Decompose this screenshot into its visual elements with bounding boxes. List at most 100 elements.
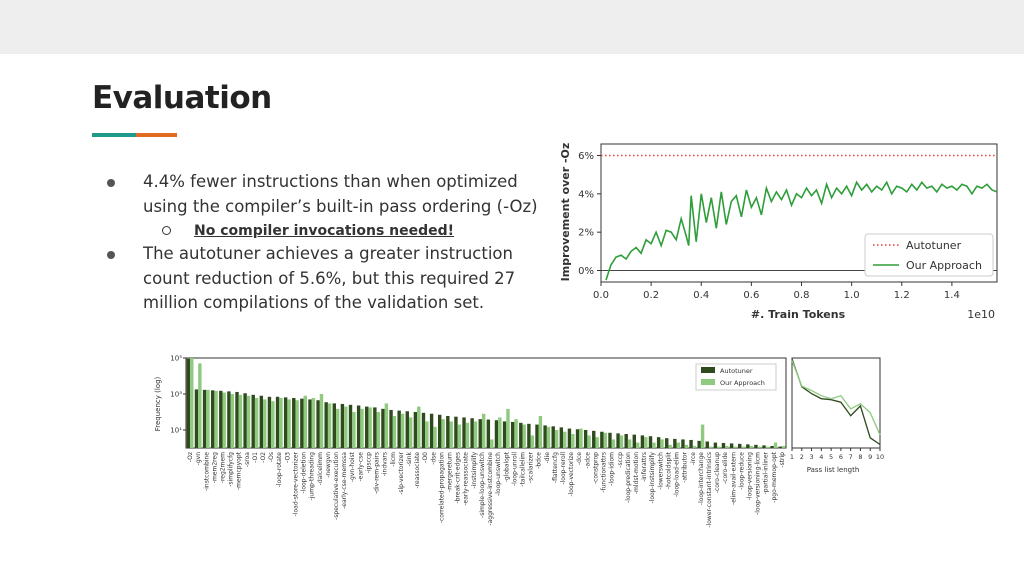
title-accent-teal [92, 133, 136, 137]
x-tick-label: 3 [809, 453, 813, 461]
autotuner-bar [494, 420, 499, 448]
x-category-label: -dse [430, 452, 437, 465]
autotuner-bar [738, 443, 742, 448]
autotuner-bar [462, 417, 466, 448]
our-approach-bar [441, 419, 445, 448]
autotuner-bar [356, 405, 361, 448]
x-category-label: -loop-instsimplify [649, 452, 656, 504]
autotuner-bar [527, 423, 531, 448]
autotuner-bar [259, 395, 264, 448]
our-approach-bar [498, 417, 502, 448]
x-category-label: -loop-idiom [609, 452, 616, 486]
autotuner-bar [665, 438, 669, 448]
our-approach-bar [254, 397, 259, 448]
y-tick-label: 4% [578, 189, 594, 200]
our-approach-bar [587, 435, 591, 448]
x-tick-label: 4 [819, 453, 823, 461]
autotuner-bar [405, 411, 409, 448]
x-category-label: -early-reassociate [463, 452, 470, 506]
our-approach-bar [506, 408, 510, 448]
autotuner-bar [454, 416, 458, 448]
legend-our-approach-swatch [701, 379, 715, 385]
our-approach-bar [392, 415, 397, 448]
autotuner-bar [324, 402, 328, 448]
autotuner-bar [275, 396, 280, 448]
autotuner-bar [729, 443, 734, 448]
x-category-label: -loop-interchange [698, 452, 705, 505]
our-approach-bar [425, 421, 429, 448]
autotuner-bar [778, 446, 782, 448]
autotuner-bar [632, 434, 636, 448]
x-category-label: -inferattrs [641, 452, 648, 482]
autotuner-bar [381, 408, 385, 448]
x-category-label: -loop-reroll [560, 452, 567, 485]
y-tick-label: 10¹ [170, 427, 182, 435]
x-category-label: -sccp [617, 452, 624, 468]
autotuner-bar [689, 439, 693, 448]
autotuner-bar [429, 413, 434, 448]
x-category-label: -break-crit-edges [455, 452, 462, 503]
legend-autotuner-label: Autotuner [720, 367, 753, 375]
our-approach-bar [433, 426, 437, 448]
y-tick-label: 6% [578, 151, 594, 162]
autotuner-bar [227, 391, 231, 448]
x-tick-label: 7 [849, 453, 853, 461]
x-tick-label: 1.0 [844, 290, 860, 301]
autotuner-bar [316, 400, 320, 448]
our-approach-bar [230, 394, 234, 448]
x-category-label: -reassociate [414, 452, 421, 489]
autotuner-bar [202, 389, 207, 448]
x-category-label: -coro-cleanup [714, 452, 721, 493]
our-approach-bar [538, 415, 543, 448]
our-approach-bar [360, 408, 364, 448]
autotuner-bar [502, 421, 507, 448]
autotuner-bar [486, 419, 491, 448]
x-tick-label: 1.2 [894, 290, 910, 301]
x-category-label: -reg2mem [219, 452, 226, 483]
x-category-label: -partial-inliner [763, 451, 770, 494]
our-approach-bar [757, 446, 762, 448]
our-approach-bar [700, 424, 705, 448]
autotuner-bar [283, 397, 288, 448]
x-tick-label: 2 [800, 453, 804, 461]
our-approach-bar [708, 446, 713, 448]
autotuner-bar [640, 435, 645, 448]
our-approach-bar [457, 424, 462, 448]
our-approach-bar [490, 439, 494, 448]
x-category-label: -constprop [592, 452, 599, 484]
autotuner-bar [600, 431, 604, 448]
y-axis-label: Frequency (log) [154, 376, 162, 431]
legend: Autotuner Our Approach [695, 363, 777, 391]
x-category-label: -memcpyopt [236, 451, 243, 490]
x-tick-label: 0.0 [593, 290, 609, 301]
x-category-label: -O0 [422, 452, 429, 463]
autotuner-bar [673, 438, 677, 448]
our-approach-bar [295, 400, 299, 448]
x-category-label: -aggressive-instcombine [487, 452, 494, 526]
our-approach-bar [514, 419, 518, 448]
autotuner-bar [292, 397, 296, 448]
bullet-dot-icon [107, 179, 115, 187]
x-category-label: -ipsccp [365, 452, 372, 473]
autotuner-bar [721, 442, 726, 448]
autotuner-bar [365, 406, 369, 448]
x-category-label: -mem2reg [211, 452, 218, 483]
x-category-label: -elim-avail-extern [730, 452, 737, 505]
our-approach-bar [522, 424, 526, 448]
our-approach-line [791, 360, 881, 436]
x-axis-label: Pass list length [807, 466, 860, 474]
our-approach-bar [773, 442, 778, 448]
our-approach-bar [579, 428, 583, 448]
our-approach-bar [303, 395, 307, 448]
x-axis-label: #. Train Tokens [751, 308, 846, 321]
our-approach-bar [336, 408, 340, 448]
autotuner-bar [235, 391, 239, 448]
x-category-label: -pgo-memop-opt [771, 451, 778, 502]
autotuner-bar [194, 389, 199, 448]
x-category-label: -attributor [682, 451, 689, 482]
bullet-text: The autotuner achieves a greater instruc… [143, 244, 516, 312]
x-category-label: -globalopt [503, 451, 510, 482]
y-tick-label: 2% [578, 228, 594, 239]
x-category-label: -adce [584, 452, 591, 469]
